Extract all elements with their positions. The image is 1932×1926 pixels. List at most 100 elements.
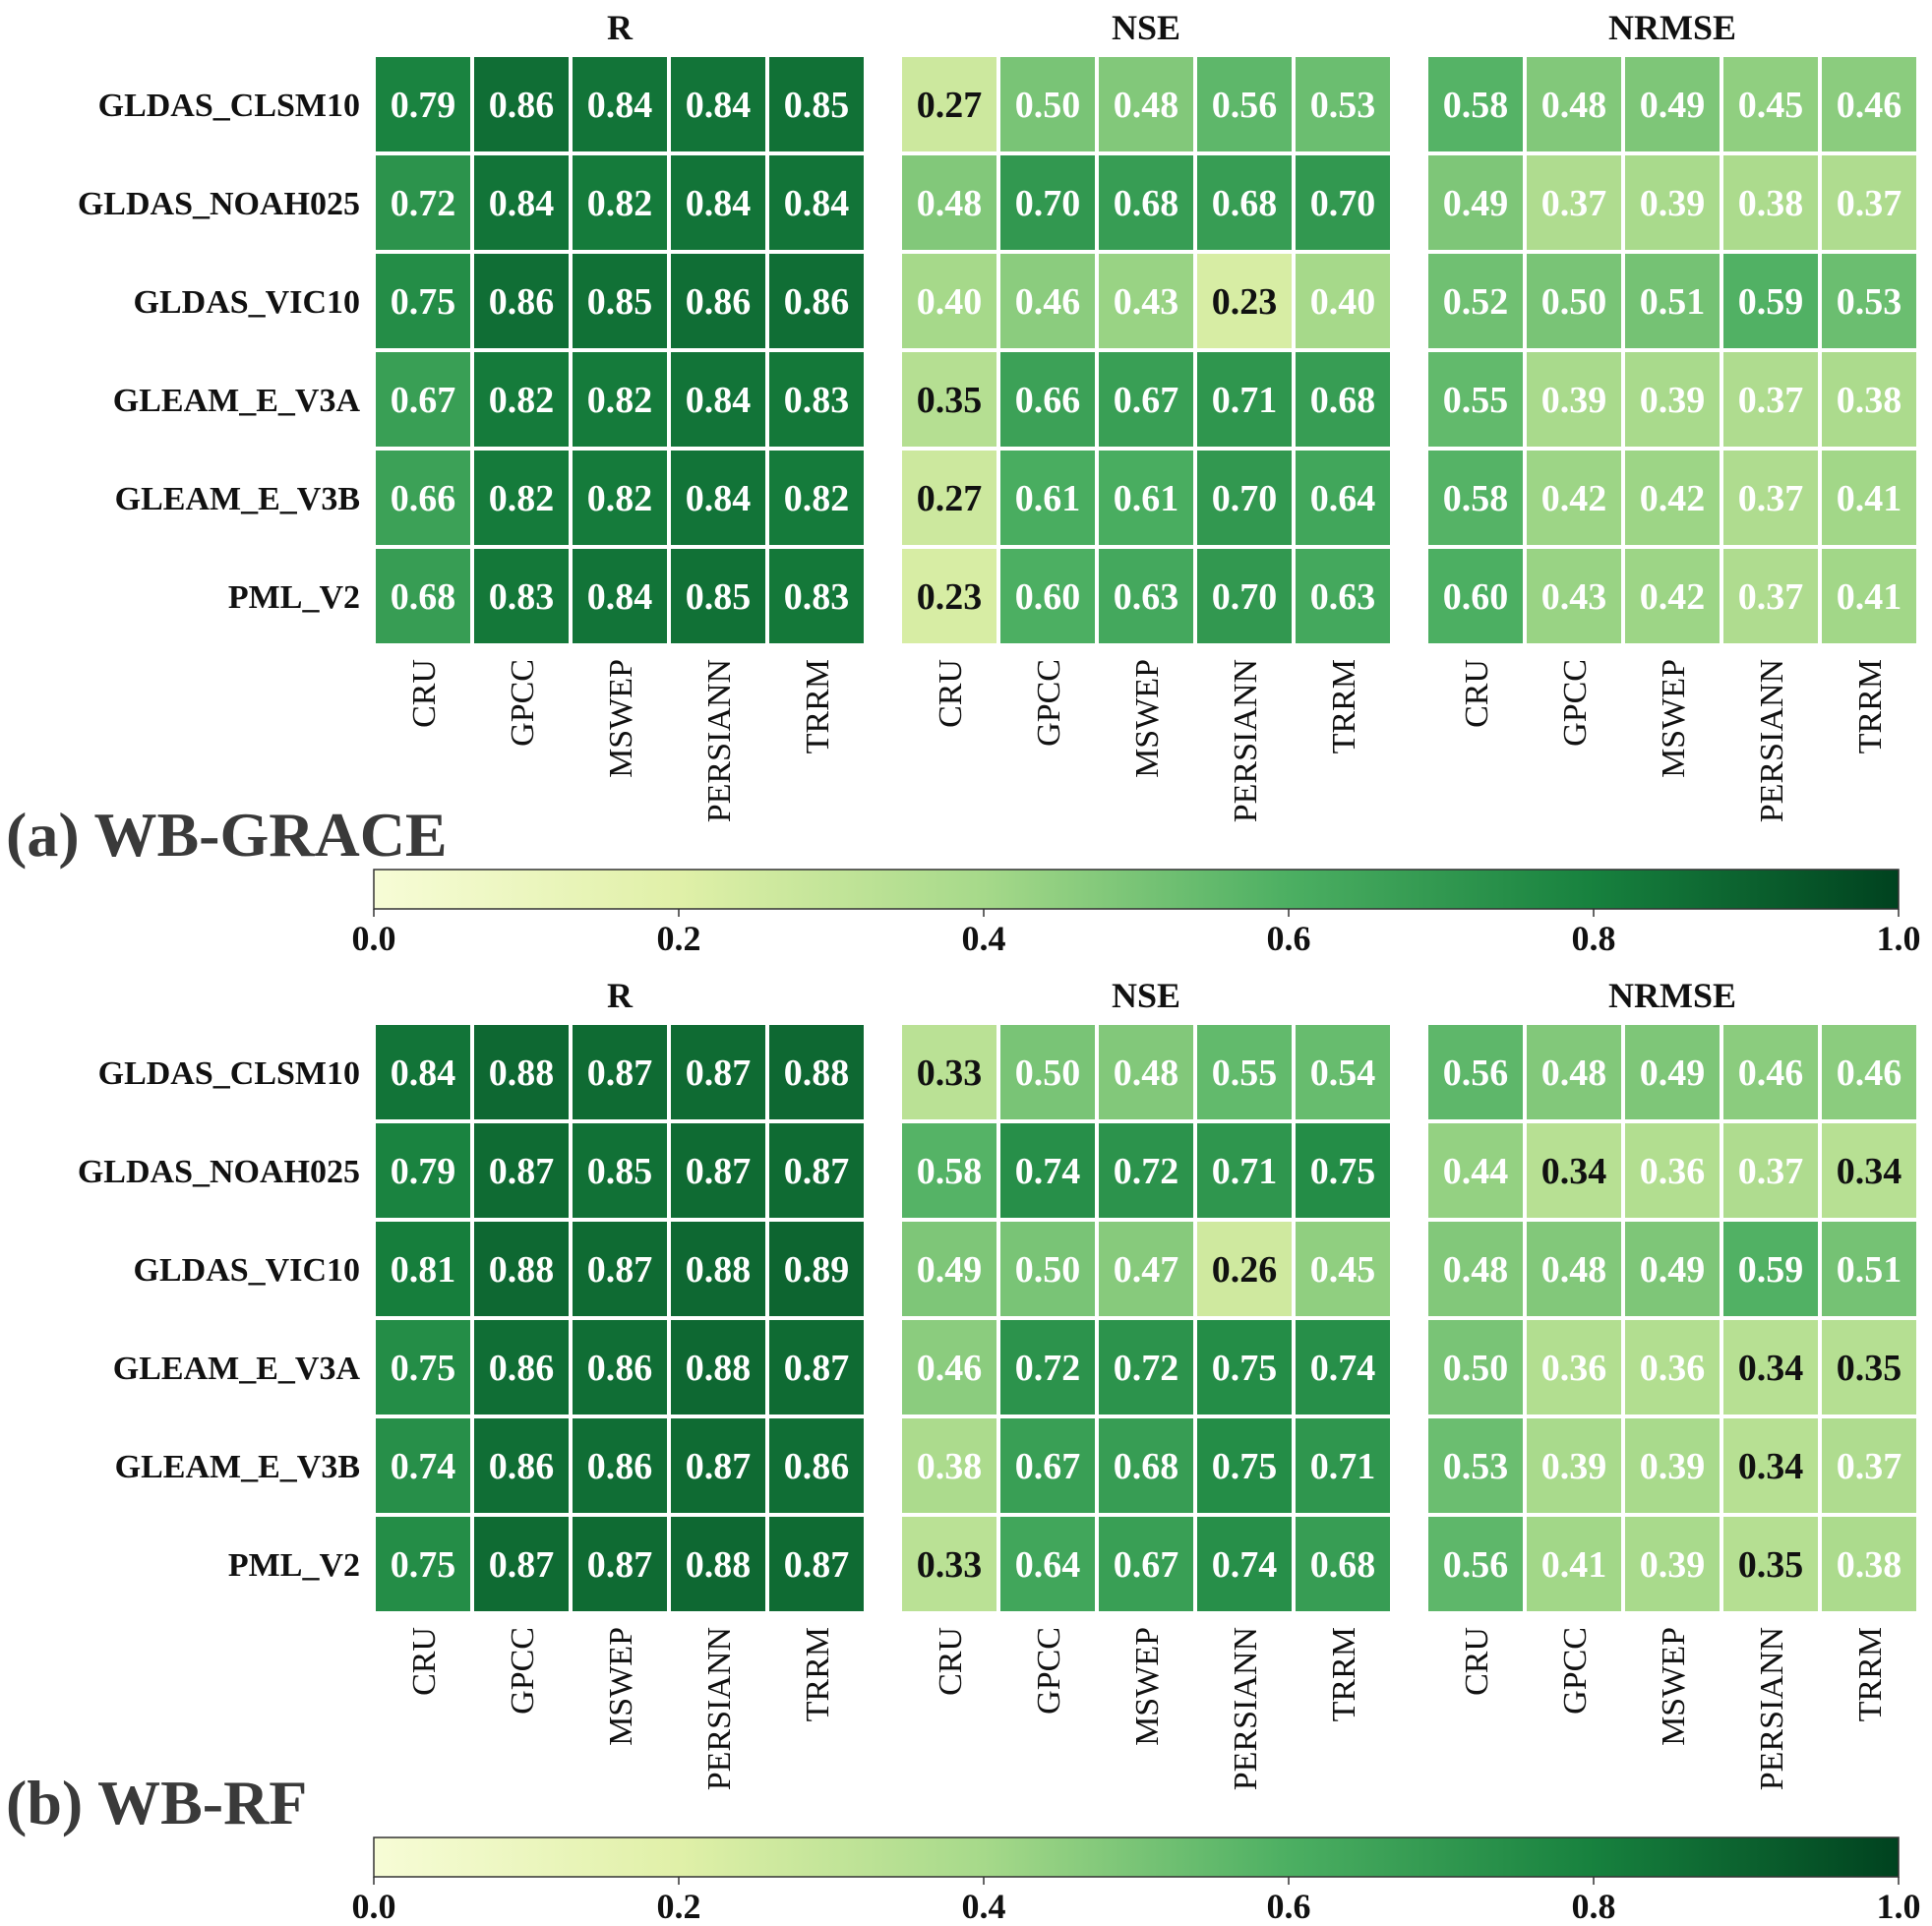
heatmap-cell: [671, 1025, 765, 1119]
cell-value-label: 0.40: [1310, 281, 1376, 323]
cell-value-label: 0.48: [1114, 1053, 1179, 1094]
cell-value-label: 0.68: [1310, 1544, 1376, 1586]
heatmap-cell: [902, 57, 996, 151]
column-label: MSWEP: [603, 659, 639, 778]
heatmap-cell: [1428, 451, 1523, 545]
cell-value-label: 0.34: [1738, 1446, 1804, 1487]
heatmap-cell: [1527, 1123, 1621, 1218]
colorbar-tick-label: 1.0: [1877, 919, 1921, 958]
heatmap-cell: [1296, 155, 1390, 250]
heatmap-cell: [474, 451, 569, 545]
heatmap-cell: [1527, 155, 1621, 250]
heatmap-cell: [769, 549, 864, 643]
cell-value-label: 0.38: [1738, 183, 1804, 224]
cell-value-label: 0.86: [587, 1446, 653, 1487]
cell-value-label: 0.87: [686, 1053, 752, 1094]
cell-value-label: 0.84: [391, 1053, 456, 1094]
cell-value-label: 0.87: [489, 1151, 555, 1192]
section-label: (b) WB-RF: [6, 1768, 307, 1837]
heatmap-cell: [1000, 1222, 1095, 1316]
cell-value-label: 0.23: [917, 576, 983, 618]
cell-value-label: 0.86: [784, 281, 850, 323]
heatmap-cell: [769, 352, 864, 447]
panel-nse: NSE 0.27 0.50 0.48 0.56 0.53 0.48 0.70 0.68 0.68 0…: [902, 8, 1390, 822]
cell-value-label: 0.87: [686, 1151, 752, 1192]
cell-value-label: 0.36: [1640, 1348, 1706, 1389]
cell-value-label: 0.37: [1738, 1151, 1804, 1192]
heatmap-cell: [1822, 352, 1916, 447]
cell-value-label: 0.85: [784, 85, 850, 126]
heatmap-cell: [1099, 254, 1193, 348]
cell-value-label: 0.35: [917, 380, 983, 421]
column-label: MSWEP: [603, 1627, 639, 1746]
column-label: TRRM: [1326, 659, 1362, 753]
heatmap-cell: [1428, 1418, 1523, 1513]
cell-value-label: 0.86: [489, 1446, 555, 1487]
heatmap-cell: [474, 1517, 569, 1611]
cell-value-label: 0.35: [1837, 1348, 1902, 1389]
heatmap-cell: [671, 1123, 765, 1218]
heatmap-cell: [1197, 1123, 1292, 1218]
cell-value-label: 0.38: [1837, 380, 1902, 421]
cell-value-label: 0.71: [1212, 380, 1278, 421]
heatmap-cell: [1099, 451, 1193, 545]
heatmap-cell: [1723, 254, 1818, 348]
cell-value-label: 0.66: [1015, 380, 1081, 421]
column-label: PERSIANN: [1754, 659, 1790, 822]
cell-value-label: 0.64: [1310, 478, 1376, 519]
heatmap-cell: [902, 1123, 996, 1218]
heatmap-cell: [769, 155, 864, 250]
cell-value-label: 0.50: [1015, 85, 1081, 126]
row-label: GLEAM_E_V3A: [113, 383, 361, 419]
colorbar-tick-label: 0.6: [1267, 1887, 1311, 1926]
colorbar-tick-label: 0.6: [1267, 919, 1311, 958]
cell-value-label: 0.83: [489, 576, 555, 618]
column-label: CRU: [933, 659, 969, 728]
panel-r: R 0.84 0.88 0.87 0.87 0.88 0.79 0.87 0.85 0.87 0.8…: [376, 976, 864, 1790]
cell-value-label: 0.68: [391, 576, 456, 618]
cell-value-label: 0.42: [1640, 478, 1706, 519]
cell-value-label: 0.87: [587, 1249, 653, 1291]
heatmap-cell: [1197, 254, 1292, 348]
cell-value-label: 0.88: [686, 1249, 752, 1291]
column-label: PERSIANN: [1228, 1627, 1264, 1790]
heatmap-cell: [769, 1025, 864, 1119]
heatmap-cell: [1000, 1123, 1095, 1218]
cell-value-label: 0.66: [391, 478, 456, 519]
colorbar-tick-label: 0.2: [657, 919, 701, 958]
heatmap-cell: [1822, 155, 1916, 250]
cell-value-label: 0.50: [1015, 1249, 1081, 1291]
heatmap-cell: [1527, 1517, 1621, 1611]
heatmap-cell: [1625, 549, 1720, 643]
cell-value-label: 0.58: [917, 1151, 983, 1192]
heatmap-cell: [376, 57, 470, 151]
column-label: CRU: [933, 1627, 969, 1696]
heatmap-cell: [1428, 155, 1523, 250]
heatmap-cell: [1428, 57, 1523, 151]
cell-value-label: 0.70: [1212, 576, 1278, 618]
heatmap-cell: [671, 254, 765, 348]
heatmap-cell: [1723, 1123, 1818, 1218]
cell-value-label: 0.37: [1837, 1446, 1902, 1487]
cell-value-label: 0.75: [1212, 1348, 1278, 1389]
cell-value-label: 0.82: [784, 478, 850, 519]
panel-title: R: [607, 8, 634, 47]
heatmap-cell: [1099, 1025, 1193, 1119]
cell-value-label: 0.86: [489, 281, 555, 323]
cell-value-label: 0.56: [1443, 1053, 1509, 1094]
heatmap-cell: [1723, 1418, 1818, 1513]
heatmap-cell: [474, 1222, 569, 1316]
heatmap-cell: [1822, 1320, 1916, 1414]
heatmap-cell: [1625, 1320, 1720, 1414]
cell-value-label: 0.26: [1212, 1249, 1278, 1291]
heatmap-cell: [474, 1025, 569, 1119]
heatmap-cell: [902, 451, 996, 545]
cell-value-label: 0.79: [391, 1151, 456, 1192]
heatmap-cell: [376, 1517, 470, 1611]
column-label: GPCC: [505, 1627, 541, 1715]
cell-value-label: 0.87: [489, 1544, 555, 1586]
heatmap-cell: [573, 1320, 667, 1414]
cell-value-label: 0.37: [1837, 183, 1902, 224]
cell-value-label: 0.67: [1015, 1446, 1081, 1487]
cell-value-label: 0.41: [1837, 576, 1902, 618]
